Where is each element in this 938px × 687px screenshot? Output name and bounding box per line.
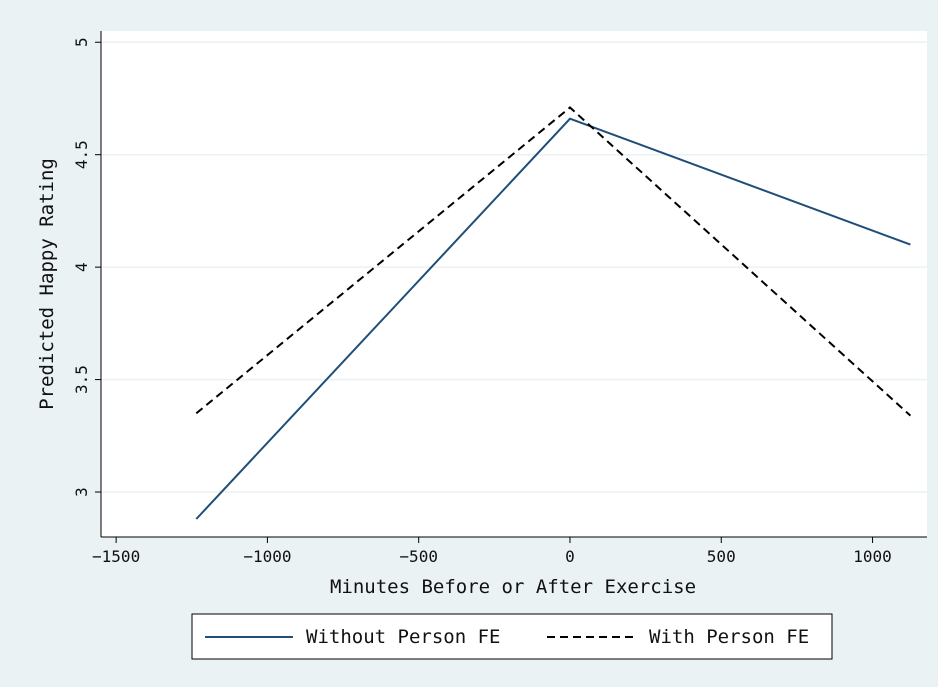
y-axis-title: Predicted Happy Rating bbox=[36, 158, 58, 410]
axes bbox=[100, 31, 927, 538]
x-tick-label: 1000 bbox=[853, 547, 892, 566]
y-tick-label: 4.5 bbox=[72, 140, 91, 169]
legend-label-without-person-fe: Without Person FE bbox=[306, 626, 500, 648]
plot-background bbox=[101, 31, 927, 537]
x-axis-title: Minutes Before or After Exercise bbox=[330, 576, 696, 598]
series-lines bbox=[195, 106, 912, 520]
y-tick-label: 3 bbox=[72, 487, 91, 497]
x-tick-label: 500 bbox=[707, 547, 736, 566]
legend: Without Person FE With Person FE bbox=[191, 613, 833, 660]
ticks: 3 3.5 4 4.5 5 −1500 −1000 −500 0 500 1000 bbox=[72, 37, 892, 566]
x-tick-label: 0 bbox=[565, 547, 575, 566]
legend-label-with-person-fe: With Person FE bbox=[649, 626, 809, 648]
x-tick-label: −1500 bbox=[92, 547, 140, 566]
y-tick-label: 4 bbox=[72, 262, 91, 272]
y-tick-label: 5 bbox=[72, 37, 91, 47]
x-tick-label: −1000 bbox=[243, 547, 291, 566]
y-tick-label: 3.5 bbox=[72, 365, 91, 394]
series-line-without-person-fe bbox=[195, 117, 911, 520]
x-tick-label: −500 bbox=[399, 547, 438, 566]
series-line-with-person-fe bbox=[195, 106, 912, 417]
legend-box bbox=[191, 613, 833, 660]
